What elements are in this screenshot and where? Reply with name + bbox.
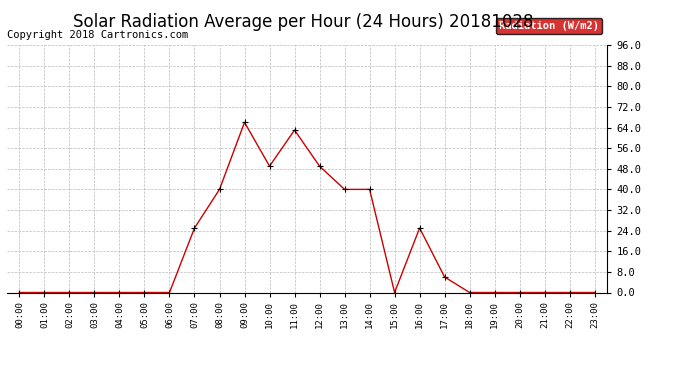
Legend: Radiation (W/m2): Radiation (W/m2) [495, 18, 602, 34]
Text: Copyright 2018 Cartronics.com: Copyright 2018 Cartronics.com [7, 30, 188, 40]
Text: Solar Radiation Average per Hour (24 Hours) 20181028: Solar Radiation Average per Hour (24 Hou… [73, 13, 534, 31]
